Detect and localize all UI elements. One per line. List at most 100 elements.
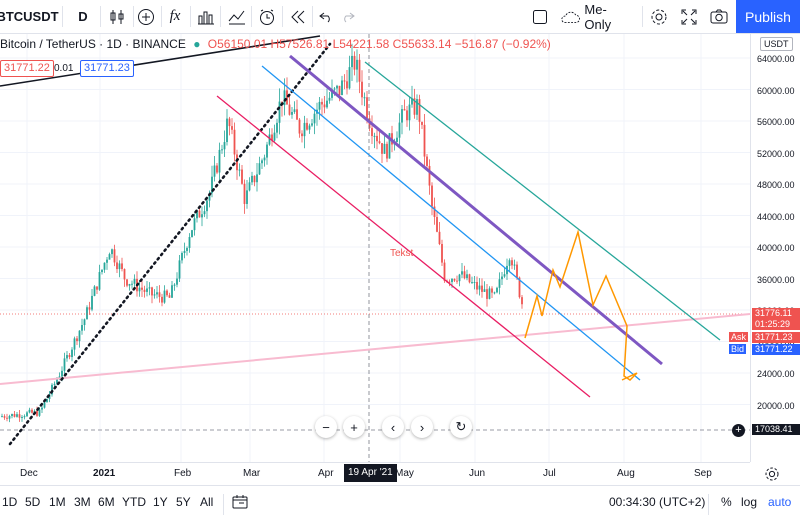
candle-body	[231, 126, 233, 130]
candle-body	[183, 250, 186, 254]
layout-menu[interactable]: Me-Only	[560, 2, 630, 32]
currency-badge[interactable]: USDT	[760, 37, 793, 51]
candle-body	[23, 416, 26, 418]
candle-body	[346, 81, 348, 89]
cloud-icon	[561, 11, 580, 23]
scroll-left-button[interactable]: ‹	[382, 416, 404, 438]
candle-body	[273, 132, 276, 141]
candle-body	[411, 98, 413, 105]
redo-icon[interactable]	[338, 4, 358, 29]
candle-body	[421, 121, 423, 125]
candle-body	[1, 416, 3, 418]
candle-body	[521, 297, 523, 305]
buy-button[interactable]: 31771.23	[80, 60, 134, 77]
candle-body	[366, 97, 368, 119]
candle-body	[148, 287, 151, 289]
replay-icon[interactable]	[287, 4, 309, 29]
templates-icon[interactable]	[195, 4, 217, 29]
resistance-trendline	[0, 35, 321, 87]
candle-body	[491, 288, 493, 293]
time-axis[interactable]: Dec 2021 Feb Mar Apr May Jun Jul Aug Sep…	[0, 462, 750, 485]
price-tick-label: 60000.00	[757, 85, 795, 96]
top-toolbar: BTCUSDT D fx Me-Only	[0, 0, 800, 34]
candle-body	[478, 285, 481, 290]
sell-button[interactable]: 31771.22	[0, 60, 54, 77]
select-box-icon[interactable]	[530, 4, 550, 29]
ask-tag: 31771.23	[752, 332, 800, 343]
add-alert-plus-icon[interactable]: +	[732, 424, 745, 437]
candle-body	[141, 287, 143, 290]
log-scale-toggle[interactable]: log	[741, 495, 758, 509]
candle-body	[328, 97, 331, 101]
candle-body	[353, 55, 356, 70]
candle-body	[216, 165, 218, 173]
range-1m[interactable]: 1M	[49, 495, 66, 509]
candle-body	[468, 274, 471, 283]
candle-body	[461, 271, 463, 275]
candle-body	[241, 169, 243, 184]
divider	[312, 6, 313, 27]
symbol-search[interactable]: BTCUSDT	[0, 9, 59, 24]
candle-body	[291, 111, 293, 115]
candle-body	[283, 90, 286, 106]
candle-body	[26, 412, 28, 417]
indicators-fx-icon[interactable]: fx	[169, 8, 181, 24]
percent-scale-toggle[interactable]: %	[721, 495, 732, 509]
price-axis[interactable]: USDT 64000.00 60000.00 56000.00 52000.00 480…	[750, 34, 800, 462]
interval-button[interactable]: D	[78, 9, 88, 24]
scroll-right-button[interactable]: ›	[411, 416, 433, 438]
fullscreen-icon[interactable]	[678, 4, 700, 29]
clock-timezone[interactable]: 00:34:30 (UTC+2)	[609, 495, 706, 509]
candle-body	[36, 410, 38, 416]
candle-body	[41, 407, 43, 410]
price-tick-label: 20000.00	[757, 400, 795, 411]
ask-value: 31771.23	[755, 332, 793, 342]
candle-body	[191, 230, 193, 238]
range-6m[interactable]: 6M	[98, 495, 115, 509]
divider	[251, 6, 252, 27]
publish-button[interactable]: Publish	[736, 0, 800, 33]
candle-body	[88, 307, 91, 310]
axis-settings-gear-icon[interactable]	[764, 466, 780, 487]
candle-body	[131, 283, 133, 285]
candle-body	[463, 271, 466, 279]
candles-style-icon[interactable]	[106, 4, 128, 29]
spread-value: 0.01	[54, 63, 74, 74]
projection-path	[524, 229, 638, 381]
crosshair-price-value: 17038.41	[755, 424, 793, 434]
candle-body	[28, 409, 31, 413]
bid-value: 31771.22	[755, 344, 793, 354]
alert-clock-icon[interactable]	[256, 4, 278, 29]
candle-body	[503, 274, 506, 277]
range-ytd[interactable]: YTD	[122, 495, 146, 509]
channel-line-blue	[261, 65, 641, 381]
snapshot-camera-icon[interactable]	[708, 4, 730, 29]
settings-gear-icon[interactable]	[648, 4, 670, 29]
candle-body	[488, 288, 491, 299]
range-1y[interactable]: 1Y	[153, 495, 168, 509]
compare-add-icon[interactable]	[135, 4, 157, 29]
channel-line-green	[364, 61, 721, 341]
candle-body	[398, 122, 401, 138]
range-5d[interactable]: 5D	[25, 495, 41, 509]
chart-pane[interactable]: Tekst	[0, 34, 750, 462]
candle-body	[396, 137, 398, 142]
zoom-out-button[interactable]: −	[315, 416, 337, 438]
range-5y[interactable]: 5Y	[176, 495, 191, 509]
zoom-in-button[interactable]: +	[343, 416, 365, 438]
live-dot-icon: ●	[193, 37, 201, 51]
goto-date-icon[interactable]	[232, 495, 248, 514]
candle-body	[288, 104, 291, 115]
crosshair-price-tag: 17038.41	[752, 424, 800, 435]
time-label: May	[395, 468, 414, 479]
range-1d[interactable]: 1D	[2, 495, 18, 509]
candle-body	[308, 125, 311, 130]
auto-scale-toggle[interactable]: auto	[768, 495, 792, 509]
chart-analysis-icon[interactable]	[226, 4, 248, 29]
range-all[interactable]: All	[200, 495, 214, 509]
undo-icon[interactable]	[316, 4, 336, 29]
candle-body	[321, 101, 323, 105]
range-3m[interactable]: 3M	[74, 495, 91, 509]
price-chart[interactable]: Tekst	[0, 34, 750, 462]
reset-chart-button[interactable]: ↻	[450, 416, 472, 438]
